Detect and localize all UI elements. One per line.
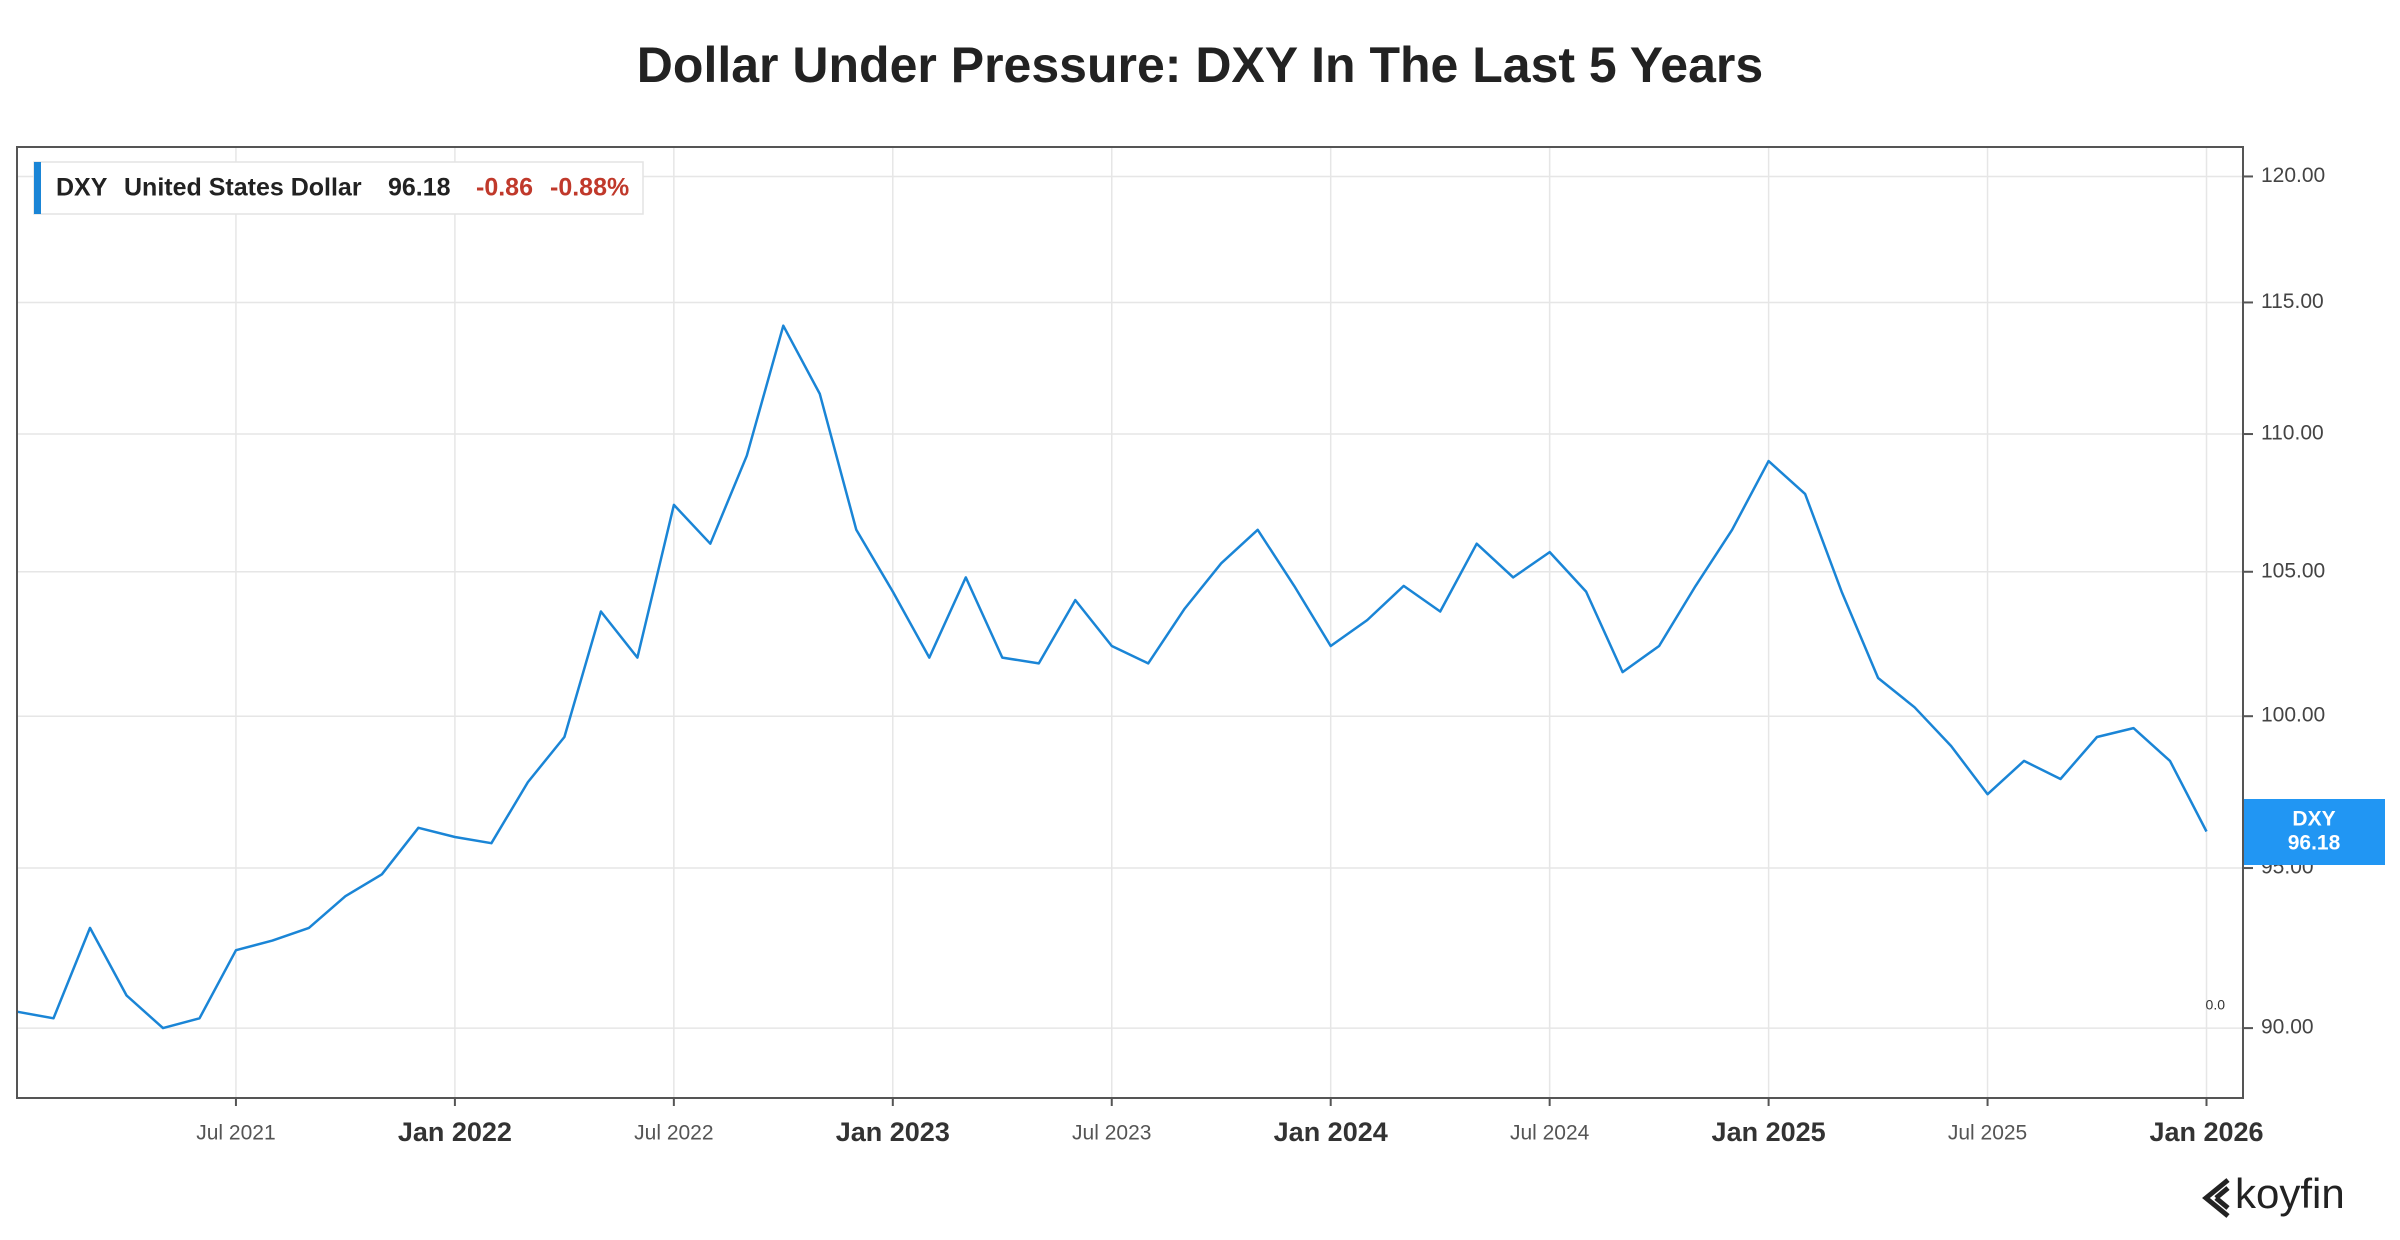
y-tick-label: 100.00 <box>2261 704 2325 727</box>
brand-logo: koyfin <box>2202 1170 2345 1218</box>
brand: koyfin <box>2235 1170 2345 1217</box>
price-tag: DXY 96.18 <box>2244 799 2385 865</box>
legend-change: -0.86 <box>476 174 533 202</box>
legend-name: United States Dollar <box>124 174 362 202</box>
y-tick-label: 115.00 <box>2261 290 2324 313</box>
price-tag-value: 96.18 <box>2288 832 2341 855</box>
y-tick-label: 120.00 <box>2261 164 2325 187</box>
annotation: 0.0 <box>2206 997 2226 1013</box>
price-tag-box <box>2244 799 2385 865</box>
x-tick-label: Jul 2024 <box>1510 1122 1590 1145</box>
chart-title: Dollar Under Pressure: DXY In The Last 5… <box>637 37 1763 93</box>
grid: 90.0095.00100.00105.00110.00115.00120.00… <box>17 147 2325 1147</box>
y-tick-label: 110.00 <box>2261 422 2324 445</box>
price-tag-symbol: DXY <box>2292 808 2335 831</box>
y-tick-label: 105.00 <box>2261 559 2325 582</box>
legend-last: 96.18 <box>388 174 451 202</box>
legend-change-pct: -0.88% <box>550 174 629 202</box>
y-tick-label: 90.00 <box>2261 1016 2314 1039</box>
legend-symbol: DXY <box>56 174 108 202</box>
logo-icon <box>2202 1178 2230 1218</box>
x-tick-label: Jan 2026 <box>2149 1117 2263 1147</box>
x-tick-label: Jan 2023 <box>836 1117 950 1147</box>
legend-swatch <box>34 162 41 214</box>
legend-box <box>33 161 644 215</box>
legend: DXY United States Dollar 96.18 -0.86 -0.… <box>33 161 644 215</box>
x-tick-label: Jul 2022 <box>634 1122 713 1145</box>
series-line <box>16 324 2208 1030</box>
x-tick-label: Jan 2022 <box>398 1117 512 1147</box>
plot-frame <box>16 146 2244 1099</box>
x-tick-label: Jul 2023 <box>1072 1122 1151 1145</box>
x-tick-label: Jul 2025 <box>1948 1122 2027 1145</box>
x-tick-label: Jan 2025 <box>1712 1117 1826 1147</box>
x-tick-label: Jan 2024 <box>1274 1117 1388 1147</box>
marks <box>16 324 2208 1030</box>
x-tick-label: Jul 2021 <box>196 1122 275 1145</box>
